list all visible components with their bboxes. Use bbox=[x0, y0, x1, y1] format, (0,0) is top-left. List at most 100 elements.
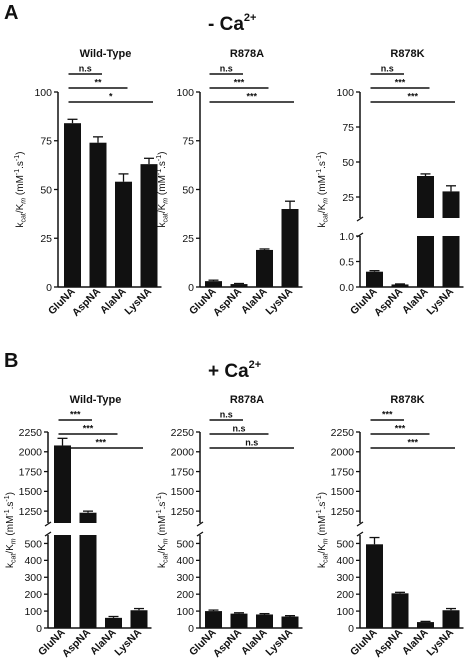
significance-label: n.s bbox=[220, 410, 233, 420]
y-axis-label-part: -1 bbox=[156, 509, 163, 515]
bar bbox=[391, 284, 409, 287]
bar bbox=[417, 176, 434, 218]
y-axis-label-part: .s bbox=[317, 502, 328, 510]
y-axis-label-part: (mM bbox=[317, 175, 328, 198]
y-tick-label: 100 bbox=[24, 606, 42, 618]
y-axis-label-part: cat bbox=[163, 554, 170, 563]
y-axis-label-part: -1 bbox=[4, 495, 11, 501]
y-tick-label: 1500 bbox=[171, 486, 195, 498]
section-b-condition-sup: 2+ bbox=[249, 359, 262, 371]
category-label: AspNA bbox=[211, 626, 245, 660]
y-tick-label: 100 bbox=[176, 606, 194, 618]
y-axis-label: kcat/Km (mM-1.s-1) bbox=[316, 151, 330, 227]
y-tick-label: 0.0 bbox=[339, 282, 354, 294]
bar bbox=[366, 271, 383, 287]
category-label: LysNA bbox=[122, 285, 154, 317]
bar bbox=[442, 610, 460, 628]
significance-label: n.s bbox=[79, 64, 92, 74]
y-tick-label: 0 bbox=[46, 282, 52, 294]
y-tick-label: 2000 bbox=[331, 447, 355, 459]
y-axis-label-part: cat bbox=[323, 554, 330, 563]
y-axis-label-part: .s bbox=[15, 161, 26, 169]
bar bbox=[256, 249, 273, 287]
significance-label: *** bbox=[407, 438, 418, 448]
y-axis-label-part: -1 bbox=[156, 495, 163, 501]
y-tick-label: 1250 bbox=[171, 506, 195, 518]
y-tick-label: 200 bbox=[176, 589, 194, 601]
y-tick-label: 300 bbox=[176, 572, 194, 584]
axis-break-mark bbox=[356, 521, 364, 527]
y-axis-label-part: -1 bbox=[14, 155, 21, 161]
y-axis-label-part: -1 bbox=[316, 495, 323, 501]
bar bbox=[105, 617, 122, 628]
bar bbox=[442, 236, 460, 287]
y-tick-label: 2250 bbox=[19, 427, 43, 439]
y-axis-label: kcat/Km (mM-1.s-1) bbox=[4, 492, 18, 568]
y-tick-label: 100 bbox=[176, 87, 194, 99]
y-axis-label-part: ) bbox=[317, 151, 328, 154]
y-axis-label-part: /K bbox=[15, 203, 26, 213]
y-axis-label-part: cat bbox=[323, 213, 330, 222]
y-axis-label-part: .s bbox=[157, 161, 168, 169]
bar bbox=[256, 614, 273, 628]
y-tick-label: 0 bbox=[348, 623, 354, 635]
significance-label: *** bbox=[83, 424, 94, 434]
y-tick-label: 200 bbox=[24, 589, 42, 601]
y-tick-label: 400 bbox=[176, 555, 194, 567]
significance-label: *** bbox=[234, 78, 245, 88]
significance-label: *** bbox=[246, 92, 257, 102]
y-axis-label-part: cat bbox=[11, 554, 18, 563]
y-axis-label-part: ) bbox=[157, 151, 168, 154]
significance-label: *** bbox=[395, 78, 406, 88]
axis-break-mark bbox=[356, 531, 364, 537]
bar bbox=[54, 445, 71, 523]
chart-title: Wild-Type bbox=[70, 394, 122, 406]
significance-label: *** bbox=[407, 92, 418, 102]
y-tick-label: 2000 bbox=[171, 447, 195, 459]
y-tick-label: 100 bbox=[336, 606, 354, 618]
category-label: AspNA bbox=[372, 285, 406, 319]
y-axis-label-part: -1 bbox=[4, 509, 11, 515]
y-axis-label-part: m bbox=[163, 538, 170, 544]
y-axis-label-part: ) bbox=[317, 492, 328, 495]
y-tick-label: 75 bbox=[40, 136, 52, 148]
significance-label: *** bbox=[395, 424, 406, 434]
y-axis-label-part: -1 bbox=[156, 155, 163, 161]
y-axis-label-part: -1 bbox=[316, 169, 323, 175]
bar bbox=[54, 535, 71, 628]
bar bbox=[366, 544, 383, 628]
y-tick-label: 0.5 bbox=[339, 256, 354, 268]
y-tick-label: 0 bbox=[188, 623, 194, 635]
y-axis-label-part: (mM bbox=[317, 516, 328, 539]
y-tick-label: 400 bbox=[336, 555, 354, 567]
y-axis-label-part: .s bbox=[157, 502, 168, 510]
significance-label: *** bbox=[382, 410, 393, 420]
y-tick-label: 0 bbox=[36, 623, 42, 635]
bar bbox=[417, 236, 434, 287]
chart-6: R878K*********01002003004005001250150017… bbox=[316, 394, 464, 660]
chart-title: R878K bbox=[390, 394, 424, 406]
category-label: LysNA bbox=[424, 626, 456, 658]
y-axis-label-part: k bbox=[15, 222, 26, 228]
category-label: AspNA bbox=[372, 626, 406, 660]
y-axis-label: kcat/Km (mM-1.s-1) bbox=[316, 492, 330, 568]
y-axis-label: kcat/Km (mM-1.s-1) bbox=[156, 492, 170, 568]
bar bbox=[205, 281, 222, 287]
y-tick-label: 75 bbox=[342, 122, 354, 134]
y-tick-label: 100 bbox=[336, 87, 354, 99]
y-axis-label-part: -1 bbox=[156, 169, 163, 175]
y-tick-label: 50 bbox=[342, 157, 354, 169]
bar bbox=[79, 512, 97, 523]
bar bbox=[281, 616, 299, 628]
y-tick-label: 50 bbox=[182, 184, 194, 196]
bar bbox=[140, 164, 158, 287]
y-tick-label: 2000 bbox=[19, 447, 43, 459]
category-label: AspNA bbox=[70, 285, 104, 319]
y-axis-label-part: (mM bbox=[157, 516, 168, 539]
y-axis-label-part: (mM bbox=[15, 175, 26, 198]
axis-break-mark bbox=[44, 531, 52, 537]
chart-5: R878An.sn.sn.s01002003004005001250150017… bbox=[156, 394, 303, 660]
y-axis-label-part: -1 bbox=[316, 155, 323, 161]
y-axis-label-part: /K bbox=[5, 544, 16, 554]
